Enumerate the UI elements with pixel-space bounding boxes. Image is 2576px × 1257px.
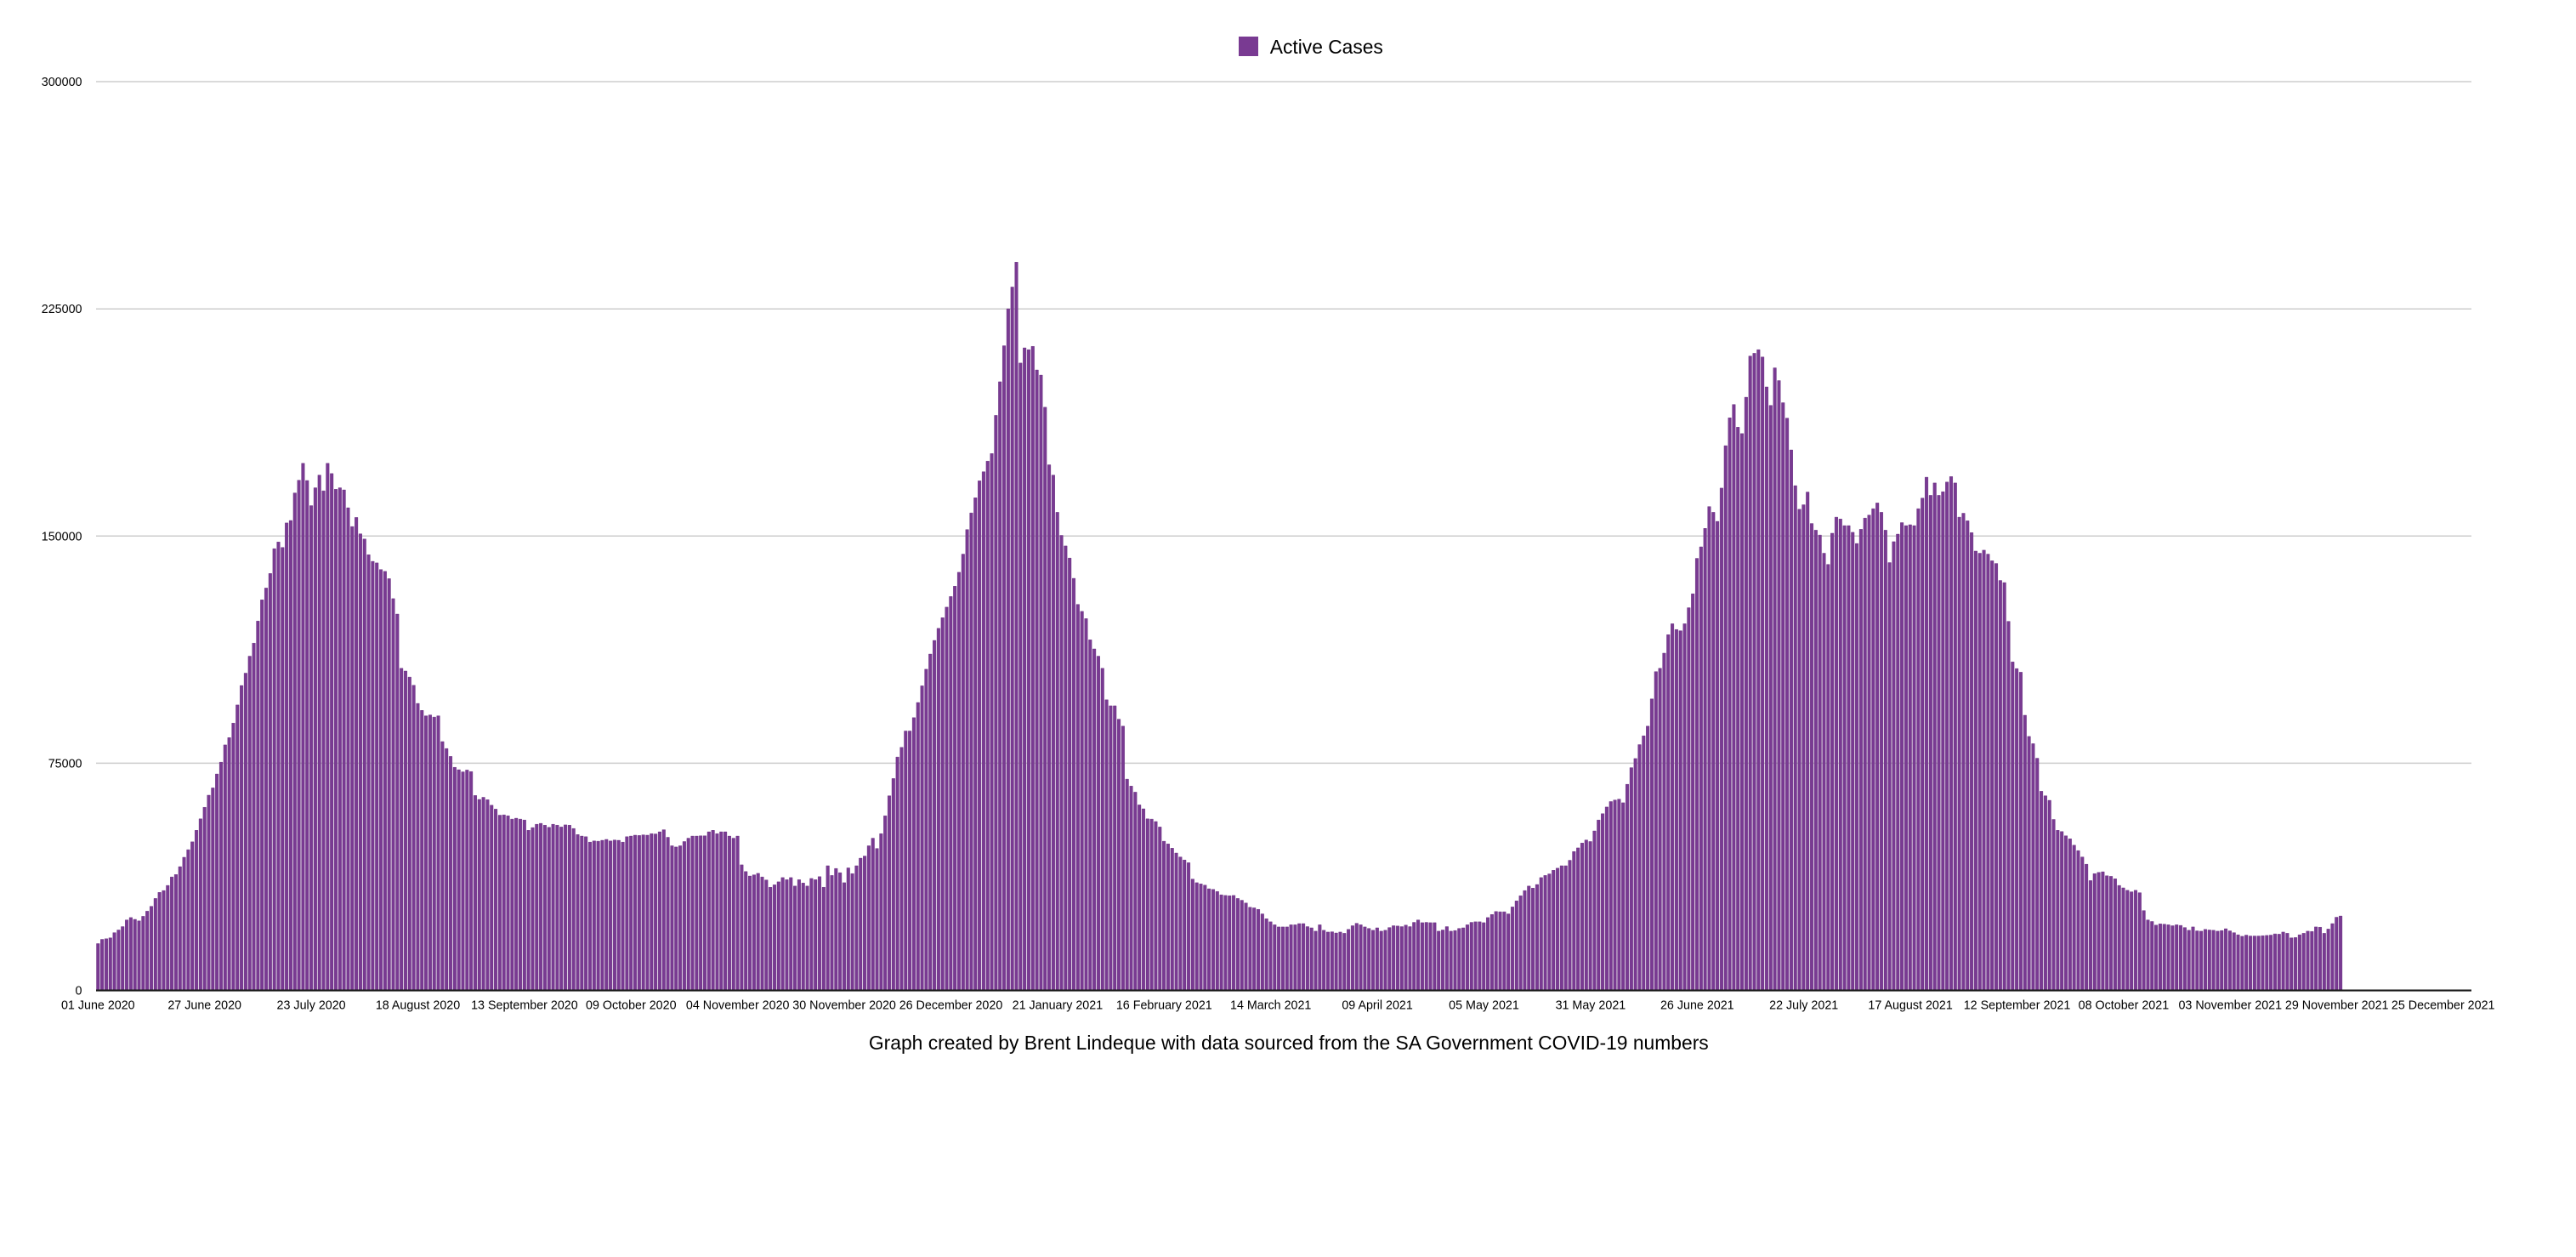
- svg-text:22 July 2021: 22 July 2021: [1769, 999, 1838, 1013]
- svg-text:23 July 2020: 23 July 2020: [277, 999, 346, 1013]
- svg-text:26 June 2021: 26 June 2021: [1660, 999, 1734, 1013]
- svg-text:Graph created by Brent Lindequ: Graph created by Brent Lindeque with dat…: [869, 1032, 1709, 1054]
- svg-text:27 June 2020: 27 June 2020: [167, 999, 241, 1013]
- svg-text:26 December 2020: 26 December 2020: [899, 999, 1003, 1013]
- svg-text:30 November 2020: 30 November 2020: [792, 999, 896, 1013]
- svg-text:09 October 2020: 09 October 2020: [586, 999, 677, 1013]
- svg-text:Active Cases: Active Cases: [1270, 36, 1383, 58]
- svg-text:17 August 2021: 17 August 2021: [1868, 999, 1952, 1013]
- svg-text:31 May 2021: 31 May 2021: [1556, 999, 1626, 1013]
- svg-text:04 November 2020: 04 November 2020: [686, 999, 790, 1013]
- svg-text:01 June 2020: 01 June 2020: [61, 999, 135, 1013]
- svg-text:12 September 2021: 12 September 2021: [1964, 999, 2071, 1013]
- svg-text:0: 0: [76, 984, 82, 998]
- svg-text:05 May 2021: 05 May 2021: [1449, 999, 1519, 1013]
- svg-text:75000: 75000: [48, 757, 82, 771]
- svg-text:13 September 2020: 13 September 2020: [471, 999, 578, 1013]
- svg-text:09 April 2021: 09 April 2021: [1342, 999, 1413, 1013]
- svg-text:03 November 2021: 03 November 2021: [2178, 999, 2282, 1013]
- svg-text:14 March 2021: 14 March 2021: [1230, 999, 1311, 1013]
- svg-text:18 August 2020: 18 August 2020: [376, 999, 460, 1013]
- svg-text:25 December 2021: 25 December 2021: [2392, 999, 2495, 1013]
- svg-text:29 November 2021: 29 November 2021: [2285, 999, 2389, 1013]
- svg-text:150000: 150000: [42, 530, 82, 543]
- svg-text:08 October 2021: 08 October 2021: [2079, 999, 2170, 1013]
- svg-text:16 February 2021: 16 February 2021: [1116, 999, 1212, 1013]
- svg-text:225000: 225000: [42, 303, 82, 316]
- svg-text:21 January 2021: 21 January 2021: [1013, 999, 1104, 1013]
- svg-text:300000: 300000: [42, 76, 82, 89]
